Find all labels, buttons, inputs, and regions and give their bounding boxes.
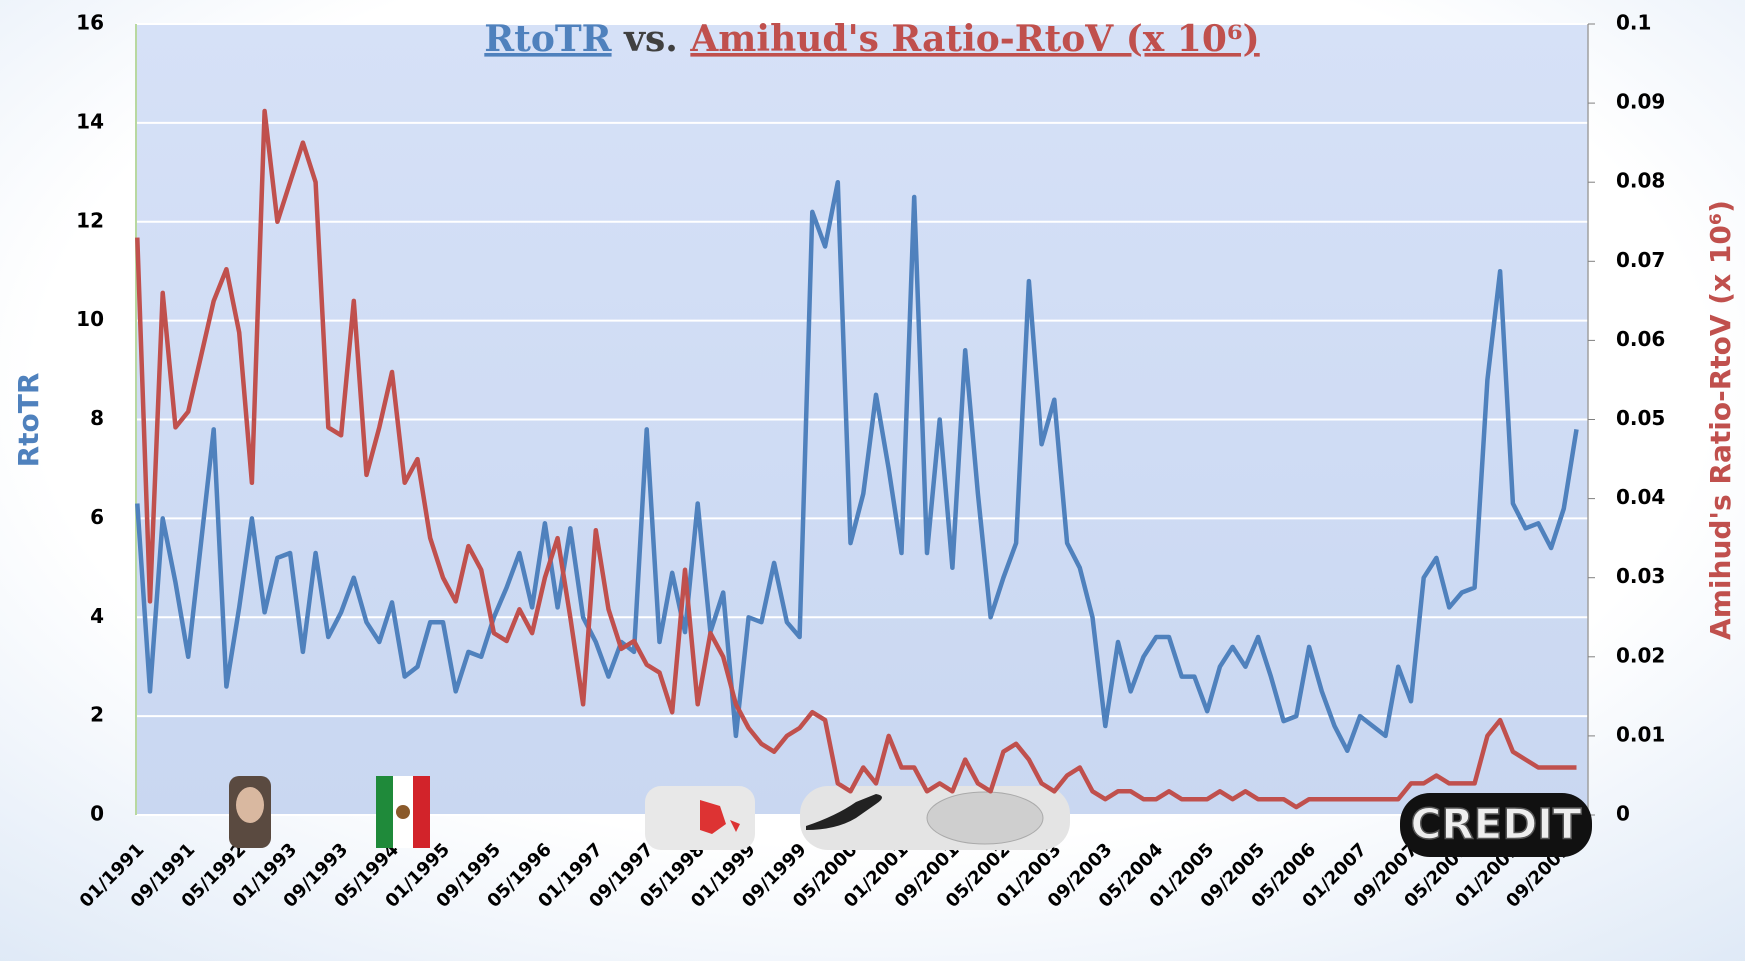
y-tick-label: 4 xyxy=(90,604,104,628)
title-part: vs. xyxy=(623,18,678,60)
y2-tick-label: 0.03 xyxy=(1616,564,1665,588)
flag-red xyxy=(413,776,430,848)
y2-tick-label: 0.04 xyxy=(1616,485,1665,509)
credit-text: CREDIT xyxy=(1411,800,1582,849)
y2-tick-label: 0.02 xyxy=(1616,643,1665,667)
flag-emblem xyxy=(396,805,410,819)
y-tick-label: 10 xyxy=(76,307,104,331)
plate xyxy=(926,791,1044,845)
y2-tick-label: 0.1 xyxy=(1616,11,1651,35)
flag-green xyxy=(376,776,393,848)
credit-badge xyxy=(1400,793,1592,857)
y2-axis-label: Amihud's Ratio-RtoV (x 10⁶) xyxy=(1704,200,1737,640)
y2-tick-label: 0.06 xyxy=(1616,327,1665,351)
icon-face xyxy=(236,787,264,823)
y-tick-label: 2 xyxy=(90,703,104,727)
y-axis-label: RtoTR xyxy=(12,373,45,468)
y-tick-label: 14 xyxy=(76,109,104,133)
title-part: RtoTR xyxy=(484,18,612,60)
y2-tick-label: 0.05 xyxy=(1616,406,1665,430)
chart-title: RtoTR vs. Amihud's Ratio-RtoV (x 10⁶) xyxy=(484,18,1259,60)
y-tick-label: 6 xyxy=(90,505,104,529)
map-regions xyxy=(700,800,740,834)
y2-tick-label: 0.07 xyxy=(1616,248,1665,272)
y2-tick-label: 0.09 xyxy=(1616,90,1665,114)
y-tick-label: 0 xyxy=(90,802,104,826)
hand xyxy=(806,794,882,830)
y-tick-label: 16 xyxy=(76,11,104,35)
y-tick-label: 8 xyxy=(90,406,104,430)
title-part: Amihud's Ratio-RtoV (x 10⁶) xyxy=(689,18,1259,60)
y2-tick-label: 0 xyxy=(1616,802,1630,826)
y-tick-label: 12 xyxy=(76,208,104,232)
event-icons: CREDIT xyxy=(229,776,1592,857)
y2-tick-label: 0.08 xyxy=(1616,169,1665,193)
series-line xyxy=(135,108,1577,810)
y2-tick-label: 0.01 xyxy=(1616,722,1665,746)
series-line xyxy=(135,179,1579,753)
